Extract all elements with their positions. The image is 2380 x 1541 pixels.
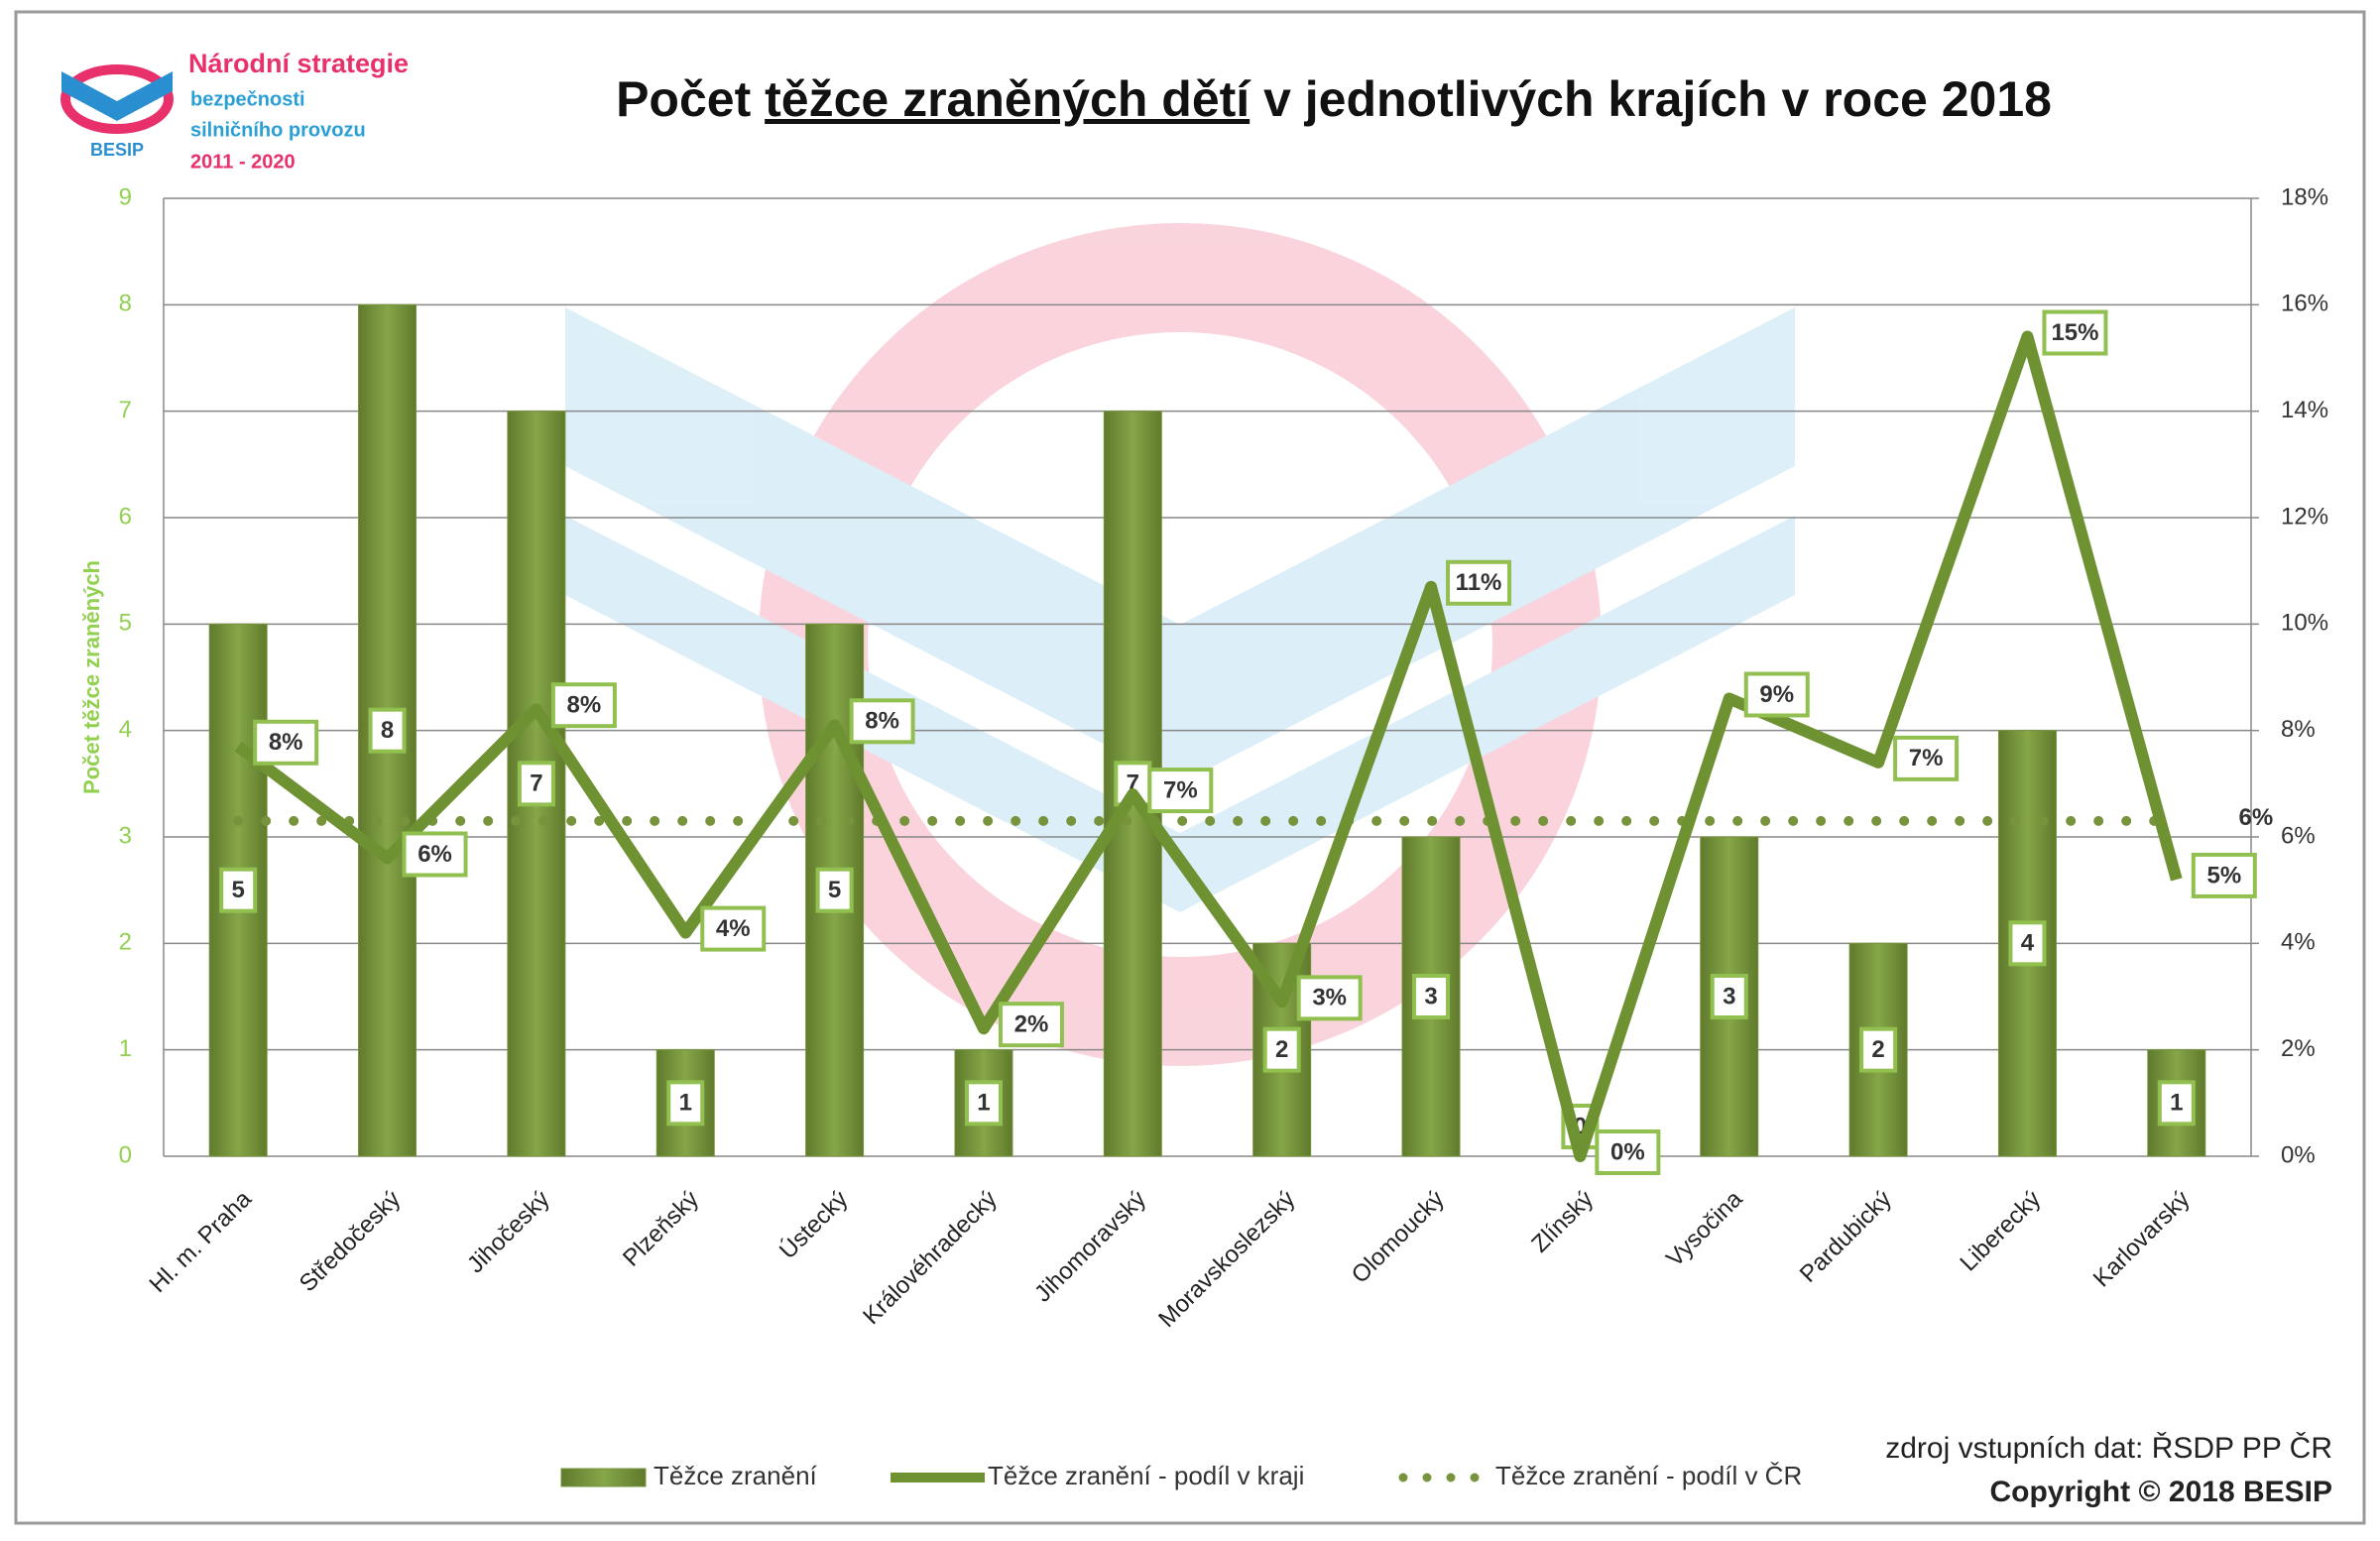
bar-label: 2 (1275, 1036, 1288, 1063)
line-label-box (1446, 559, 1512, 606)
y2-tick-label: 18% (2281, 183, 2328, 210)
bar-label: 7 (530, 770, 542, 797)
y-tick-label: 1 (119, 1035, 132, 1062)
bar-label: 3 (1424, 983, 1437, 1009)
bar-label-box (219, 867, 258, 913)
bar-label-box (1262, 1026, 1301, 1073)
bar-label: 1 (679, 1090, 692, 1117)
bar-label-box (1412, 974, 1451, 1019)
line-label-box (1296, 975, 1363, 1021)
y2-tick-label: 8% (2281, 716, 2316, 743)
bar-label-box (2157, 1080, 2196, 1126)
y-tick-label: 7 (119, 397, 132, 423)
line-label: 7% (1909, 745, 1944, 771)
line-label: 9% (1759, 681, 1794, 708)
title-part: těžce zraněných dětí (765, 71, 1251, 127)
bar-label-box (368, 707, 407, 754)
bar-label: 1 (977, 1090, 990, 1117)
line-label: 6% (417, 841, 452, 868)
bar-label-box (666, 1080, 705, 1126)
y-tick-label: 6 (119, 503, 132, 530)
bar-label: 1 (2170, 1090, 2183, 1117)
logo-text: bezpečnosti (190, 88, 305, 110)
y-tick-label: 2 (119, 929, 132, 956)
bar-label: 8 (381, 717, 394, 744)
title-part: Počet (616, 71, 765, 127)
y-tick-label: 5 (119, 610, 132, 637)
bar-label-box (2008, 920, 2047, 967)
bar-label-box (517, 761, 555, 807)
line-label-box (849, 698, 915, 745)
line-label-box (550, 682, 617, 729)
y2-tick-label: 6% (2281, 822, 2316, 849)
line-label-box (998, 1002, 1064, 1048)
line-label-box (1595, 1129, 1661, 1175)
bar-label-box (1859, 1026, 1898, 1073)
line-label: 8% (269, 729, 303, 756)
bar-label: 3 (1723, 983, 1735, 1009)
logo-brand: BESIP (90, 140, 144, 160)
line-label: 8% (567, 692, 602, 719)
line-label-box (253, 719, 319, 766)
legend-label: Těžce zranění - podíl v kraji (988, 1461, 1304, 1490)
line-label-box (1147, 768, 1214, 814)
line-label: 6% (2238, 804, 2273, 831)
line-label: 4% (716, 915, 751, 942)
legend-label: Těžce zranění (654, 1461, 818, 1490)
source: zdroj vstupních dat: ŘSDP PP ČR (1885, 1431, 2332, 1465)
line-label: 7% (1163, 776, 1198, 803)
line-label-box (1743, 671, 1810, 718)
line-label: 5% (2206, 862, 2241, 889)
y-tick-label: 9 (119, 183, 132, 210)
copyright: Copyright © 2018 BESIP (1989, 1476, 2332, 1508)
line (234, 330, 2183, 1162)
legend-label: Těžce zranění - podíl v ČR (1495, 1461, 1802, 1490)
bar-label: 2 (1871, 1036, 1884, 1063)
logo-text: 2011 - 2020 (190, 151, 296, 173)
y-tick-label: 0 (119, 1141, 132, 1168)
y2-tick-label: 2% (2281, 1035, 2316, 1062)
line-label: 8% (865, 708, 899, 735)
y-tick-label: 8 (119, 291, 132, 317)
bar (655, 1049, 715, 1157)
line-label: 3% (1312, 985, 1347, 1011)
y2-tick-label: 4% (2281, 929, 2316, 956)
bar-label: 5 (828, 877, 841, 903)
y2-tick-label: 0% (2281, 1141, 2316, 1168)
y-tick-label: 4 (119, 716, 132, 743)
y2-tick-label: 14% (2281, 397, 2328, 423)
y-tick-label: 3 (119, 822, 132, 849)
bar-label: 4 (2021, 930, 2035, 957)
title-part: v jednotlivých krajích v roce 2018 (1250, 71, 2052, 127)
y-axis-title: Počet těžce zraněných (79, 560, 104, 794)
y2-tick-label: 12% (2281, 503, 2328, 530)
y2-tick-label: 16% (2281, 291, 2328, 317)
y2-tick-label: 10% (2281, 610, 2328, 637)
line-label: 0% (1610, 1138, 1645, 1165)
line-label: 11% (1456, 569, 1502, 596)
line-label-box (1893, 735, 1960, 781)
logo-text: Národní strategie (188, 49, 409, 78)
legend-swatch (560, 1468, 647, 1487)
line-label-box (700, 905, 767, 952)
bar-label-box (964, 1080, 1003, 1126)
bar-label-box (1710, 974, 1748, 1019)
bar-label: 5 (231, 877, 244, 903)
logo: BESIP Národní strategie bezpečnosti siln… (60, 49, 409, 173)
line-label: 2% (1014, 1011, 1049, 1038)
line-label-box (402, 831, 468, 878)
line-label: 15% (2051, 319, 2098, 346)
logo-text: silničního provozu (190, 119, 366, 141)
chart-title: Počet těžce zraněných dětí v jednotlivýc… (616, 71, 2052, 127)
line-label-box (2191, 852, 2257, 898)
bar-label-box (815, 867, 854, 913)
line-label-box (2042, 309, 2108, 356)
